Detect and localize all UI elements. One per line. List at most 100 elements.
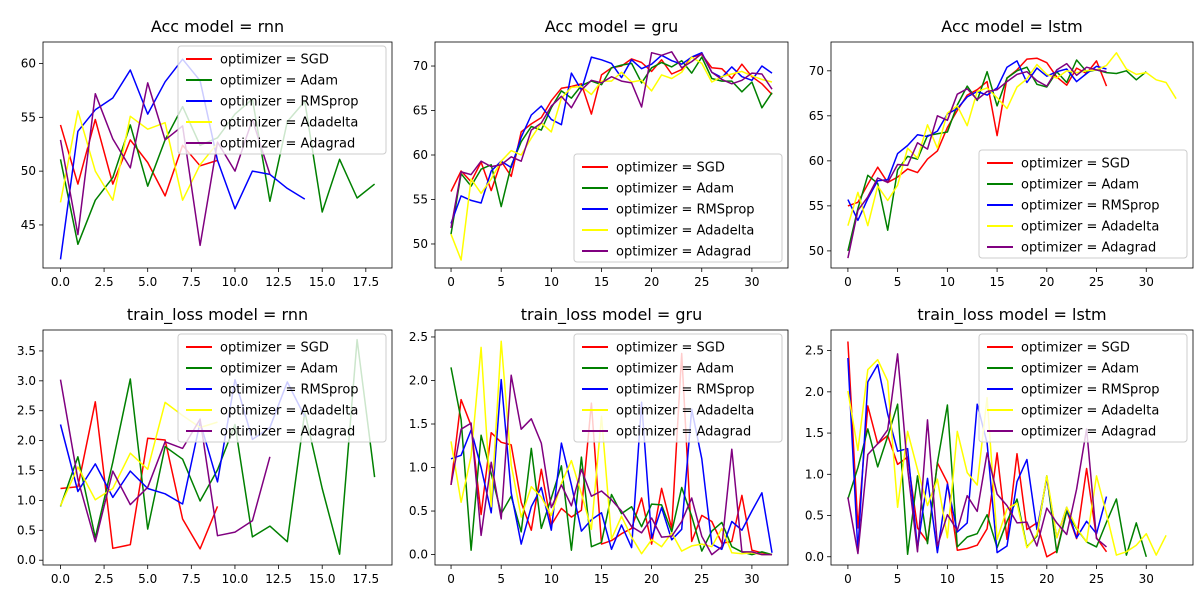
legend-label: optimizer = RMSprop bbox=[1021, 383, 1160, 398]
x-tick-label: 2.5 bbox=[95, 572, 114, 586]
legend-label: optimizer = Adagrad bbox=[616, 245, 751, 260]
y-tick-label: 45 bbox=[21, 218, 36, 232]
x-tick-label: 7.5 bbox=[182, 275, 201, 289]
legend-label: optimizer = Adam bbox=[1021, 362, 1139, 377]
series-line-4 bbox=[59, 379, 271, 543]
series-line-3 bbox=[450, 340, 772, 556]
x-tick-label: 20 bbox=[644, 572, 659, 586]
x-tick-label: 5 bbox=[497, 275, 505, 289]
x-tick-label: 15 bbox=[989, 275, 1004, 289]
x-tick-label: 17.5 bbox=[352, 572, 379, 586]
series-line-1 bbox=[450, 56, 773, 235]
series-line-3 bbox=[450, 56, 773, 261]
y-tick-label: 55 bbox=[809, 199, 824, 213]
x-tick-label: 5.0 bbox=[138, 572, 157, 586]
y-tick-label: 0.5 bbox=[409, 504, 428, 518]
series-line-4 bbox=[847, 353, 1107, 555]
legend-label: optimizer = Adagrad bbox=[616, 425, 751, 440]
y-tick-label: 60 bbox=[21, 57, 36, 71]
chart-title: Acc model = rnn bbox=[151, 17, 284, 36]
y-tick-label: 2.5 bbox=[805, 344, 824, 358]
x-tick-label: 10 bbox=[940, 275, 955, 289]
x-tick-label: 7.5 bbox=[182, 572, 201, 586]
legend-box bbox=[177, 45, 387, 155]
legend-label: optimizer = RMSprop bbox=[616, 203, 755, 218]
legend-label: optimizer = Adam bbox=[220, 362, 338, 377]
x-tick-label: 15 bbox=[594, 275, 609, 289]
x-tick-label: 25 bbox=[1089, 275, 1104, 289]
legend-label: optimizer = RMSprop bbox=[1021, 199, 1160, 214]
x-tick-label: 12.5 bbox=[265, 275, 292, 289]
legend-label: optimizer = SGD bbox=[616, 161, 725, 176]
x-tick-label: 0 bbox=[447, 275, 455, 289]
series-line-4 bbox=[847, 62, 1107, 259]
series-line-0 bbox=[60, 401, 219, 550]
x-tick-label: 0.0 bbox=[51, 275, 70, 289]
y-tick-label: 0.0 bbox=[17, 553, 36, 567]
legend: optimizer = SGD optimizer = Adam optimizer… bbox=[978, 333, 1188, 443]
x-tick-label: 5 bbox=[894, 572, 902, 586]
y-tick-label: 50 bbox=[21, 164, 36, 178]
legend-label: optimizer = SGD bbox=[220, 53, 329, 68]
legend-box bbox=[573, 153, 783, 263]
x-tick-label: 15 bbox=[594, 572, 609, 586]
legend-label: optimizer = SGD bbox=[616, 341, 725, 356]
y-tick-label: 1.5 bbox=[17, 464, 36, 478]
chart-title: train_loss model = gru bbox=[521, 305, 703, 325]
y-tick-label: 2.0 bbox=[409, 373, 428, 387]
subplot-2: Acc model = lstm 0 5 10 15 20 25 30 50 55 60 65 70 op… bbox=[809, 17, 1194, 289]
subplot-3: train_loss model = rnn 0.0 2.5 5.0 7.5 10.0 12… bbox=[17, 305, 393, 586]
x-tick-label: 0.0 bbox=[51, 572, 70, 586]
y-tick-label: 1.0 bbox=[409, 461, 428, 475]
x-tick-label: 30 bbox=[744, 572, 759, 586]
chart-title: train_loss model = lstm bbox=[917, 305, 1106, 325]
x-tick-label: 15 bbox=[989, 572, 1004, 586]
subplot-4: train_loss model = gru 0 5 10 15 20 25 30 0.0 0.5… bbox=[409, 305, 789, 586]
legend-label: optimizer = RMSprop bbox=[220, 383, 359, 398]
y-tick-label: 65 bbox=[413, 104, 428, 118]
series-line-4 bbox=[450, 51, 773, 229]
y-tick-label: 50 bbox=[413, 237, 428, 251]
chart-title: Acc model = lstm bbox=[941, 17, 1082, 36]
legend-box bbox=[177, 333, 387, 443]
legend-label: optimizer = Adam bbox=[616, 182, 734, 197]
x-tick-label: 5 bbox=[497, 572, 505, 586]
x-tick-label: 30 bbox=[1139, 572, 1154, 586]
legend-label: optimizer = Adagrad bbox=[220, 425, 355, 440]
y-tick-label: 1.0 bbox=[17, 493, 36, 507]
x-tick-label: 30 bbox=[744, 275, 759, 289]
legend-label: optimizer = Adagrad bbox=[1021, 241, 1156, 256]
x-tick-label: 10 bbox=[544, 275, 559, 289]
axes-frame bbox=[830, 41, 1194, 269]
legend: optimizer = SGD optimizer = Adam optimizer… bbox=[573, 153, 783, 263]
x-tick-label: 20 bbox=[644, 275, 659, 289]
x-tick-label: 30 bbox=[1139, 275, 1154, 289]
y-tick-label: 70 bbox=[809, 64, 824, 78]
y-tick-label: 55 bbox=[413, 192, 428, 206]
legend-label: optimizer = Adagrad bbox=[1021, 425, 1156, 440]
y-tick-label: 3.5 bbox=[17, 344, 36, 358]
y-tick-label: 2.5 bbox=[409, 330, 428, 344]
y-tick-label: 2.0 bbox=[17, 434, 36, 448]
legend-label: optimizer = RMSprop bbox=[220, 95, 359, 110]
y-tick-label: 0.0 bbox=[805, 550, 824, 564]
x-tick-label: 0 bbox=[844, 572, 852, 586]
y-tick-label: 1.5 bbox=[805, 426, 824, 440]
y-tick-label: 3.0 bbox=[17, 374, 36, 388]
x-tick-label: 0 bbox=[844, 275, 852, 289]
subplot-5: train_loss model = lstm 0 5 10 15 20 25 30 0.0 0.… bbox=[805, 305, 1194, 586]
x-tick-label: 5.0 bbox=[138, 275, 157, 289]
axes-frame bbox=[42, 41, 393, 269]
y-tick-label: 1.5 bbox=[409, 417, 428, 431]
legend-label: optimizer = SGD bbox=[220, 341, 329, 356]
x-tick-label: 5 bbox=[894, 275, 902, 289]
chart-title: train_loss model = rnn bbox=[127, 305, 308, 325]
legend-label: optimizer = SGD bbox=[1021, 341, 1130, 356]
series-line-0 bbox=[59, 118, 218, 197]
y-tick-label: 55 bbox=[21, 110, 36, 124]
x-tick-label: 20 bbox=[1039, 275, 1054, 289]
legend-label: optimizer = Adadelta bbox=[220, 116, 358, 131]
legend: optimizer = SGD optimizer = Adam optimizer… bbox=[177, 45, 387, 155]
y-tick-label: 50 bbox=[809, 244, 824, 258]
series-line-1 bbox=[59, 338, 376, 555]
